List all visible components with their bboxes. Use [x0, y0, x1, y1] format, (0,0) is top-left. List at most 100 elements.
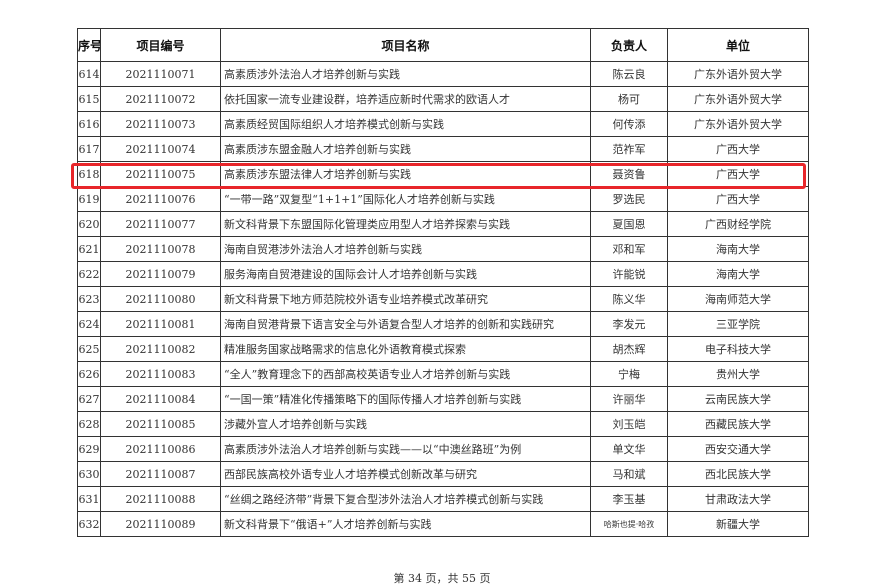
row-project-id: 2021110083 [100, 361, 221, 387]
row-unit: 海南大学 [667, 236, 809, 262]
row-project-id: 2021110084 [100, 386, 221, 412]
row-unit: 海南师范大学 [667, 286, 809, 312]
row-unit: 西北民族大学 [667, 461, 809, 487]
row-project-name: 精准服务国家战略需求的信息化外语教育模式探索 [220, 336, 591, 362]
row-unit: 云南民族大学 [667, 386, 809, 412]
row-project-name: 涉藏外宣人才培养创新与实践 [220, 411, 591, 437]
row-unit: 海南大学 [667, 261, 809, 287]
row-leader: 李发元 [590, 311, 668, 337]
row-project-id: 2021110082 [100, 336, 221, 362]
row-index: 623 [77, 286, 101, 312]
row-project-name: 高素质涉外法治人才培养创新与实践 [220, 61, 591, 87]
row-unit: 广西大学 [667, 136, 809, 162]
table-row: 629 2021110086 高素质涉外法治人才培养创新与实践——以“中澳丝路班”为… [77, 436, 809, 462]
highlight-box [71, 163, 806, 189]
row-index: 627 [77, 386, 101, 412]
row-project-name: “全人”教育理念下的西部高校英语专业人才培养创新与实践 [220, 361, 591, 387]
row-leader: 许丽华 [590, 386, 668, 412]
row-index: 632 [77, 511, 101, 537]
row-unit: 广东外语外贸大学 [667, 111, 809, 137]
row-project-id: 2021110072 [100, 86, 221, 112]
row-project-name: 依托国家一流专业建设群，培养适应新时代需求的欧语人才 [220, 86, 591, 112]
row-project-id: 2021110088 [100, 486, 221, 512]
project-table: 序号 项目编号 项目名称 负责人 单位 614 2021110071 高素质涉外法治… [77, 28, 809, 537]
page-footer: 第 34 页，共 55 页 [393, 572, 491, 585]
row-index: 617 [77, 136, 101, 162]
row-index: 620 [77, 211, 101, 237]
row-index: 614 [77, 61, 101, 87]
row-project-name: 新文科背景下“俄语+”人才培养创新与实践 [220, 511, 591, 537]
row-index: 628 [77, 411, 101, 437]
row-leader: 邓和军 [590, 236, 668, 262]
row-leader: 胡杰辉 [590, 336, 668, 362]
row-leader: 何传添 [590, 111, 668, 137]
row-index: 631 [77, 486, 101, 512]
row-unit: 广东外语外贸大学 [667, 61, 809, 87]
row-project-id: 2021110071 [100, 61, 221, 87]
row-leader: 许能锐 [590, 261, 668, 287]
row-leader: 单文华 [590, 436, 668, 462]
row-project-name: “一带一路”双复型“1+1+1”国际化人才培养创新与实践 [220, 186, 591, 212]
row-index: 619 [77, 186, 101, 212]
row-index: 622 [77, 261, 101, 287]
table-row: 628 2021110085 涉藏外宣人才培养创新与实践 刘玉皑 西藏民族大学 [77, 411, 809, 437]
row-unit: 贵州大学 [667, 361, 809, 387]
row-index: 629 [77, 436, 101, 462]
table-row: 615 2021110072 依托国家一流专业建设群，培养适应新时代需求的欧语人才杨… [77, 86, 809, 112]
row-project-name: 高素质经贸国际组织人才培养模式创新与实践 [220, 111, 591, 137]
row-project-id: 2021110078 [100, 236, 221, 262]
row-leader: 范祚军 [590, 136, 668, 162]
table-row: 620 2021110077 新文科背景下东盟国际化管理类应用型人才培养探索与实践夏… [77, 211, 809, 237]
table-row: 622 2021110079 服务海南自贸港建设的国际会计人才培养创新与实践 许能锐海… [77, 261, 809, 287]
row-project-name: 海南自贸港涉外法治人才培养创新与实践 [220, 236, 591, 262]
row-unit: 广西大学 [667, 186, 809, 212]
table-row: 625 2021110082 精准服务国家战略需求的信息化外语教育模式探索 胡杰辉 电子… [77, 336, 809, 362]
row-project-name: 新文科背景下地方师范院校外语专业培养模式改革研究 [220, 286, 591, 312]
row-index: 624 [77, 311, 101, 337]
row-unit: 西藏民族大学 [667, 411, 809, 437]
row-leader: 杨可 [590, 86, 668, 112]
table-row: 626 2021110083 “全人”教育理念下的西部高校英语专业人才培养创新与实践… [77, 361, 809, 387]
row-project-name: “一国一策”精准化传播策略下的国际传播人才培养创新与实践 [220, 386, 591, 412]
table-row: 614 2021110071 高素质涉外法治人才培养创新与实践 陈云良 广东外语外贸大学 [77, 61, 809, 87]
row-leader: 刘玉皑 [590, 411, 668, 437]
row-project-name: 西部民族高校外语专业人才培养模式创新改革与研究 [220, 461, 591, 487]
row-index: 626 [77, 361, 101, 387]
row-project-id: 2021110087 [100, 461, 221, 487]
row-project-id: 2021110086 [100, 436, 221, 462]
row-project-id: 2021110081 [100, 311, 221, 337]
row-unit: 广东外语外贸大学 [667, 86, 809, 112]
row-leader: 宁梅 [590, 361, 668, 387]
row-project-id: 2021110080 [100, 286, 221, 312]
table-row: 616 2021110073 高素质经贸国际组织人才培养模式创新与实践 何传添 广东外语… [77, 111, 809, 137]
table-row: 619 2021110076 “一带一路”双复型“1+1+1”国际化人才培养创新与实… [77, 186, 809, 212]
row-index: 630 [77, 461, 101, 487]
row-project-id: 2021110089 [100, 511, 221, 537]
header-row: 序号 项目编号 项目名称 负责人 单位 [77, 28, 809, 62]
row-index: 615 [77, 86, 101, 112]
row-unit: 电子科技大学 [667, 336, 809, 362]
row-project-name: 海南自贸港背景下语言安全与外语复合型人才培养的创新和实践研究 [220, 311, 591, 337]
header-index: 序号 [77, 28, 101, 62]
row-project-id: 2021110073 [100, 111, 221, 137]
row-project-id: 2021110085 [100, 411, 221, 437]
table-row: 623 2021110080 新文科背景下地方师范院校外语专业培养模式改革研究 陈义华… [77, 286, 809, 312]
header-unit: 单位 [667, 28, 809, 62]
row-project-name: 新文科背景下东盟国际化管理类应用型人才培养探索与实践 [220, 211, 591, 237]
row-leader: 李玉基 [590, 486, 668, 512]
header-project-name: 项目名称 [220, 28, 591, 62]
table-row: 621 2021110078 海南自贸港涉外法治人才培养创新与实践 邓和军 海南大学 [77, 236, 809, 262]
table-row: 630 2021110087 西部民族高校外语专业人才培养模式创新改革与研究 马和斌西… [77, 461, 809, 487]
table-row: 632 2021110089 新文科背景下“俄语+”人才培养创新与实践 哈斯也提·哈孜… [77, 511, 809, 537]
row-unit: 三亚学院 [667, 311, 809, 337]
row-index: 616 [77, 111, 101, 137]
row-project-name: 高素质涉东盟金融人才培养创新与实践 [220, 136, 591, 162]
row-unit: 广西财经学院 [667, 211, 809, 237]
table-row: 617 2021110074 高素质涉东盟金融人才培养创新与实践 范祚军 广西大学 [77, 136, 809, 162]
header-leader: 负责人 [590, 28, 668, 62]
table-row: 624 2021110081 海南自贸港背景下语言安全与外语复合型人才培养的创新和实… [77, 311, 809, 337]
row-project-name: 高素质涉外法治人才培养创新与实践——以“中澳丝路班”为例 [220, 436, 591, 462]
row-project-name: 服务海南自贸港建设的国际会计人才培养创新与实践 [220, 261, 591, 287]
header-project-id: 项目编号 [100, 28, 221, 62]
row-leader: 哈斯也提·哈孜 [590, 511, 668, 537]
